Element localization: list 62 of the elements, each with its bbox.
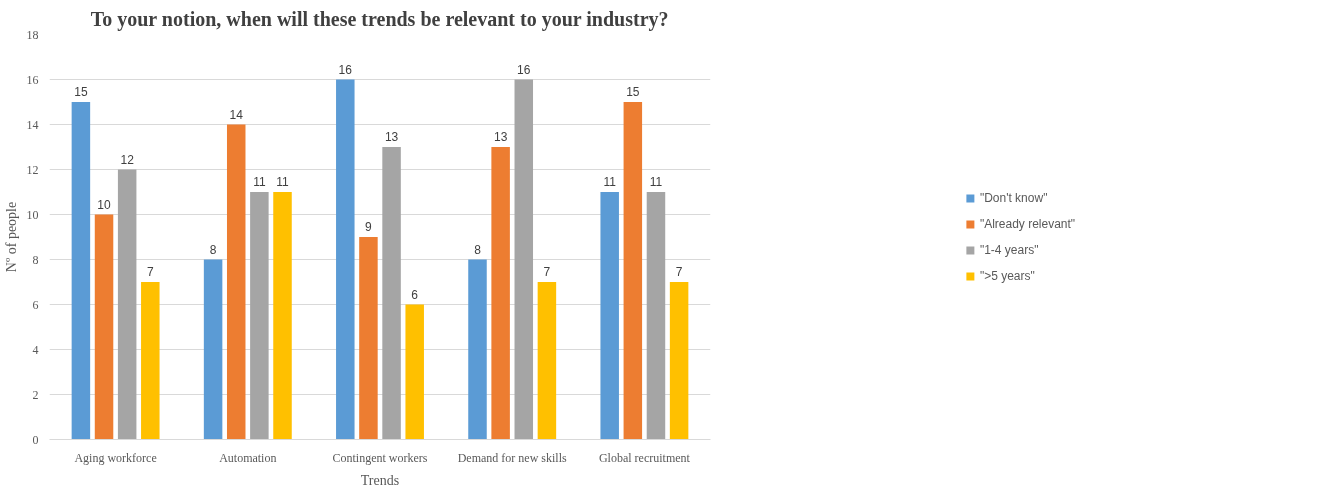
- y-tick-label: 12: [26, 162, 39, 177]
- bar: [382, 147, 401, 440]
- bar: [468, 259, 487, 440]
- bar: [359, 237, 378, 440]
- x-tick-label: Automation: [219, 450, 277, 465]
- bar: [514, 79, 534, 440]
- y-tick-label: 10: [26, 207, 39, 222]
- chart-title: To your notion, when will these trends be relevant to your industry?: [90, 7, 669, 31]
- x-tick-label: Global recruitment: [598, 450, 691, 465]
- data-label: 15: [626, 85, 640, 99]
- legend-label: "Already relevant": [979, 216, 1076, 231]
- data-label: 11: [649, 175, 663, 189]
- bar: [537, 282, 557, 440]
- data-label: 7: [146, 265, 154, 279]
- bar: [623, 102, 643, 440]
- data-label: 15: [74, 85, 88, 99]
- bar: [141, 282, 160, 440]
- data-label: 12: [120, 152, 135, 167]
- bar: [600, 192, 619, 440]
- bar: [405, 304, 424, 440]
- y-tick-label: 18: [26, 27, 39, 42]
- legend-label: "1-4 years": [979, 242, 1039, 257]
- data-label: 16: [517, 62, 531, 77]
- y-axis-title: Nº of people: [3, 201, 19, 273]
- y-tick-label: 4: [32, 342, 39, 357]
- data-label: 7: [675, 265, 683, 279]
- y-tick-label: 8: [32, 252, 39, 267]
- data-label: 16: [338, 62, 353, 77]
- data-label: 11: [603, 175, 617, 189]
- legend-label: ">5 years": [979, 268, 1035, 283]
- data-label: 6: [411, 287, 419, 302]
- bar: [646, 192, 666, 440]
- bar: [117, 169, 137, 440]
- x-tick-label: Demand for new skills: [457, 450, 568, 465]
- data-label: 7: [543, 265, 551, 279]
- data-label: 13: [493, 130, 508, 144]
- data-label: 10: [97, 197, 112, 212]
- bar: [226, 124, 246, 440]
- y-tick-label: 0: [32, 432, 39, 447]
- bar: [669, 282, 689, 440]
- y-tick-label: 6: [32, 297, 39, 312]
- data-label: 13: [384, 130, 399, 144]
- bar: [94, 214, 114, 440]
- bar: [491, 147, 510, 440]
- legend-label: "Don't know": [979, 190, 1048, 205]
- data-label: 8: [474, 242, 482, 257]
- bar: [273, 192, 292, 440]
- y-tick-label: 16: [26, 72, 39, 87]
- bar: [336, 79, 355, 440]
- x-axis-title: Trends: [360, 472, 400, 488]
- data-label: 8: [209, 242, 217, 257]
- x-tick-label: Aging workforce: [74, 450, 157, 465]
- x-tick-label: Contingent workers: [332, 450, 428, 465]
- data-label: 14: [229, 107, 244, 122]
- bar: [250, 192, 269, 440]
- bar: [203, 259, 223, 440]
- bar: [71, 102, 91, 440]
- data-label: 11: [276, 175, 290, 189]
- y-tick-label: 2: [32, 387, 39, 402]
- y-tick-label: 14: [26, 117, 39, 132]
- data-label: 9: [365, 220, 373, 234]
- data-label: 11: [253, 175, 266, 189]
